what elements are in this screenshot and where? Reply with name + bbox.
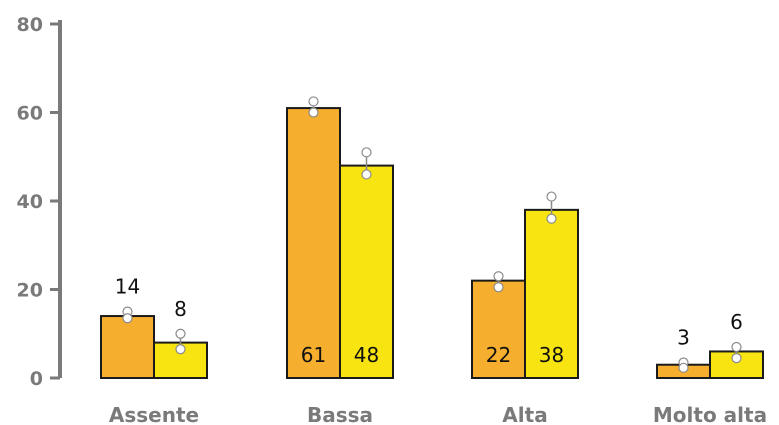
replicate-point: [309, 97, 318, 106]
data-label: 48: [354, 343, 379, 367]
category-label: Assente: [109, 403, 199, 425]
replicate-point: [679, 363, 688, 372]
replicate-point: [732, 354, 741, 363]
replicate-point: [123, 314, 132, 323]
replicate-point: [547, 192, 556, 201]
replicate-point: [362, 170, 371, 179]
data-label: 22: [486, 343, 511, 367]
replicate-point: [547, 214, 556, 223]
data-label: 8: [174, 297, 187, 321]
replicate-point: [176, 329, 185, 338]
data-label: 3: [677, 326, 690, 350]
replicate-point: [176, 345, 185, 354]
category-label: Alta: [502, 403, 547, 425]
data-label: 14: [115, 275, 140, 299]
y-tick-label: 80: [17, 14, 43, 36]
replicate-point: [732, 343, 741, 352]
replicate-point: [362, 148, 371, 157]
replicate-point: [309, 108, 318, 117]
y-tick-label: 20: [17, 280, 43, 302]
y-tick-label: 40: [17, 191, 43, 213]
y-tick-label: 60: [17, 103, 43, 125]
data-label: 6: [730, 310, 743, 334]
bar-bassa-s1: [287, 108, 340, 378]
bar-assente-s1: [101, 316, 154, 378]
replicate-point: [494, 283, 503, 292]
y-tick-label: 0: [30, 368, 43, 390]
category-label: Bassa: [307, 403, 373, 425]
data-label: 38: [539, 343, 564, 367]
data-label: 61: [301, 343, 326, 367]
replicate-point: [494, 272, 503, 281]
category-label: Molto alta: [653, 403, 767, 425]
